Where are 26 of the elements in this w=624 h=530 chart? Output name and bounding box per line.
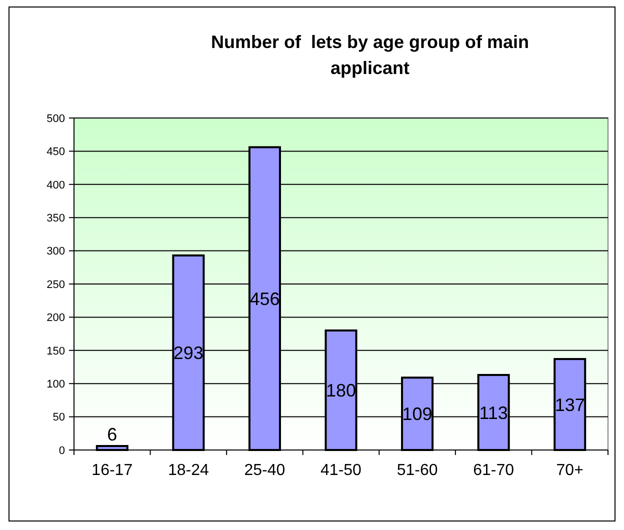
y-tick-label: 0 xyxy=(58,444,65,457)
x-tick-label: 16-17 xyxy=(92,462,133,479)
y-tick-label: 300 xyxy=(46,246,65,258)
data-label: 109 xyxy=(402,404,432,424)
y-tick-label: 150 xyxy=(46,345,65,358)
chart-title: Number of lets by age group of main applicant xyxy=(210,32,530,78)
data-label: 293 xyxy=(173,343,204,364)
y-tick-label: 450 xyxy=(46,146,65,158)
x-tick-label: 70+ xyxy=(556,462,584,479)
x-tick-label: 61-70 xyxy=(473,462,514,479)
data-label: 6 xyxy=(107,424,118,444)
data-label: 113 xyxy=(479,402,508,423)
y-tick-label: 50 xyxy=(52,412,65,424)
y-tick-label: 400 xyxy=(46,179,65,192)
y-tick-label: 350 xyxy=(46,212,65,224)
x-tick-label: 25-40 xyxy=(244,462,286,479)
y-tick-label: 250 xyxy=(46,278,65,291)
x-tick-label: 51-60 xyxy=(396,462,438,479)
bar xyxy=(96,445,128,451)
data-label: 180 xyxy=(326,380,356,401)
x-tick-label: 18-24 xyxy=(168,462,209,479)
y-tick-label: 500 xyxy=(46,112,65,125)
y-tick-label: 100 xyxy=(46,378,65,390)
x-tick-label: 41-50 xyxy=(320,462,362,479)
data-label: 137 xyxy=(554,394,585,415)
y-tick-label: 200 xyxy=(46,312,65,324)
